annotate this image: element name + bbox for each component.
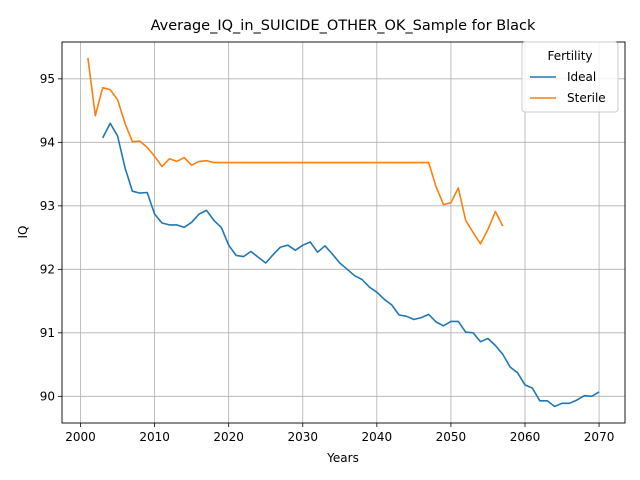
y-tick-label: 91 bbox=[40, 326, 55, 340]
series-line-sterile bbox=[87, 57, 504, 245]
x-tick-label: 2040 bbox=[362, 430, 393, 444]
y-tick-label: 94 bbox=[40, 135, 55, 149]
x-tick-label: 2050 bbox=[436, 430, 467, 444]
y-tick-label: 92 bbox=[40, 262, 55, 276]
x-axis-label: Years bbox=[326, 451, 359, 465]
x-tick-label: 2060 bbox=[510, 430, 541, 444]
y-tick-label: 93 bbox=[40, 199, 55, 213]
x-tick-label: 2070 bbox=[584, 430, 615, 444]
x-tick-label: 2020 bbox=[213, 430, 244, 444]
x-axis-ticks: 2000 2010 2020 2030 2040 2050 2060 2070 bbox=[65, 423, 614, 444]
x-tick-label: 2030 bbox=[287, 430, 318, 444]
y-tick-label: 90 bbox=[40, 389, 55, 403]
x-tick-label: 2010 bbox=[139, 430, 170, 444]
y-tick-label: 95 bbox=[40, 72, 55, 86]
legend-label-ideal: Ideal bbox=[567, 70, 596, 84]
legend-title: Fertility bbox=[547, 49, 592, 63]
x-tick-label: 2000 bbox=[65, 430, 96, 444]
legend-label-sterile: Sterile bbox=[567, 91, 606, 105]
series-line-ideal bbox=[101, 122, 600, 408]
y-axis-label: IQ bbox=[16, 226, 30, 239]
series-lines bbox=[87, 57, 600, 408]
chart-title: Average_IQ_in_SUICIDE_OTHER_OK_Sample fo… bbox=[151, 18, 536, 34]
plot-frame bbox=[61, 41, 626, 424]
legend: Fertility Ideal Sterile bbox=[521, 41, 619, 113]
y-axis-ticks: 90 91 92 93 94 95 bbox=[40, 72, 62, 403]
legend-box bbox=[521, 41, 619, 113]
